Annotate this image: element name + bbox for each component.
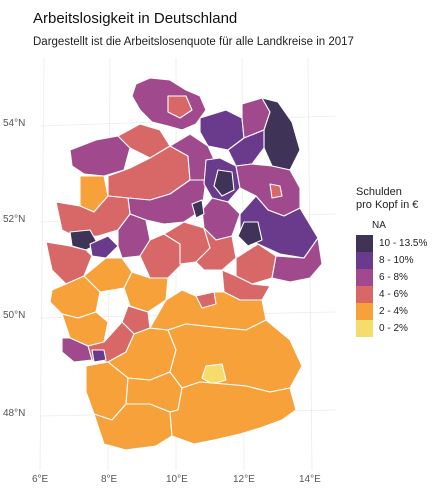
region-st-dark-2 xyxy=(191,199,205,219)
region-nrw-ruhr-2 xyxy=(89,235,119,259)
region-nrw-west xyxy=(45,241,93,285)
legend-items: 10 - 13.5% 8 - 10% 6 - 8% 4 - 6% 2 - 4% 0 - 2… xyxy=(356,235,427,337)
legend-item: 2 - 4% xyxy=(356,303,427,320)
legend: Schulden pro Kopf in € NA 10 - 13.5% 8 - … xyxy=(356,186,427,337)
legend-item-label: 2 - 4% xyxy=(379,306,408,317)
region-mv-east xyxy=(261,97,301,171)
lat-label: 54°N xyxy=(3,118,25,129)
legend-swatch xyxy=(356,320,373,337)
region-by-nord-dark xyxy=(195,291,217,309)
legend-item-label: 4 - 6% xyxy=(379,289,408,300)
region-sn-east xyxy=(271,237,323,283)
legend-na-label: NA xyxy=(372,220,386,231)
lat-label: 48°N xyxy=(3,408,25,419)
lon-label: 12°E xyxy=(233,474,255,485)
legend-swatch xyxy=(356,235,373,252)
legend-item-label: 10 - 13.5% xyxy=(379,238,428,249)
map-title: Arbeitslosigkeit in Deutschland xyxy=(33,10,238,27)
legend-item-label: 0 - 2% xyxy=(379,323,408,334)
legend-item: 10 - 13.5% xyxy=(356,235,427,252)
lon-label: 8°E xyxy=(101,474,118,485)
region-bb-dark xyxy=(237,221,263,247)
region-st-dark xyxy=(213,169,235,197)
legend-title-line1: Schulden xyxy=(356,186,402,198)
lat-axis: 54°N 52°N 50°N 48°N xyxy=(3,118,25,419)
legend-item-label: 6 - 8% xyxy=(379,272,408,283)
legend-title: Schulden pro Kopf in € xyxy=(356,186,427,212)
region-north-sh-2 xyxy=(167,95,193,119)
legend-swatch xyxy=(356,269,373,286)
region-rp-dark xyxy=(91,349,107,363)
lon-label: 10°E xyxy=(166,474,188,485)
region-ni-nw xyxy=(69,135,131,177)
legend-item-label: 8 - 10% xyxy=(379,255,414,266)
legend-item: 6 - 8% xyxy=(356,269,427,286)
lat-label: 52°N xyxy=(3,214,25,225)
legend-item: 8 - 10% xyxy=(356,252,427,269)
region-he-mid xyxy=(123,271,169,313)
lon-label: 6°E xyxy=(32,474,49,485)
legend-title-line2: pro Kopf in € xyxy=(356,199,419,211)
legend-item: 4 - 6% xyxy=(356,286,427,303)
region-by-central xyxy=(167,319,303,393)
region-bb-berlin xyxy=(269,183,283,199)
lat-label: 50°N xyxy=(3,310,25,321)
legend-swatch xyxy=(356,252,373,269)
legend-item: 0 - 2% xyxy=(356,320,427,337)
region-by-south xyxy=(169,381,297,445)
germany-regions xyxy=(45,77,323,451)
legend-swatch xyxy=(356,303,373,320)
legend-swatch xyxy=(356,286,373,303)
region-by-yellow-1 xyxy=(201,363,227,385)
lon-label: 14°E xyxy=(299,474,321,485)
lon-axis: 6°E 8°E 10°E 12°E 14°E xyxy=(32,474,321,485)
region-saar xyxy=(61,337,93,363)
map-subtitle: Dargestellt ist die Arbeitslosenquote fü… xyxy=(33,36,354,48)
